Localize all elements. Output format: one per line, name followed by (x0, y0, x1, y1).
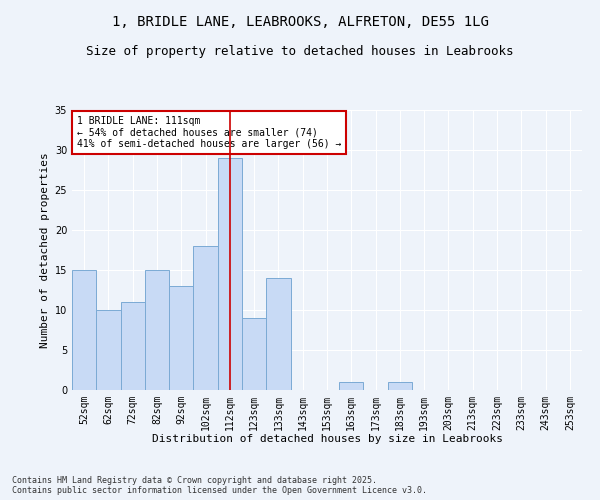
Bar (218, 158, 242, 390)
Text: Size of property relative to detached houses in Leabrooks: Size of property relative to detached ho… (86, 45, 514, 58)
Bar (72, 270, 96, 390)
Bar (121, 302, 145, 390)
X-axis label: Distribution of detached houses by size in Leabrooks: Distribution of detached houses by size … (151, 434, 503, 444)
Text: Contains HM Land Registry data © Crown copyright and database right 2025.
Contai: Contains HM Land Registry data © Crown c… (12, 476, 427, 495)
Bar (96, 310, 121, 390)
Text: 1 BRIDLE LANE: 111sqm
← 54% of detached houses are smaller (74)
41% of semi-deta: 1 BRIDLE LANE: 111sqm ← 54% of detached … (77, 116, 341, 149)
Bar (242, 318, 266, 390)
Bar (266, 278, 290, 390)
Bar (193, 246, 218, 390)
Bar (339, 382, 364, 390)
Bar (145, 270, 169, 390)
Y-axis label: Number of detached properties: Number of detached properties (40, 152, 50, 348)
Bar (169, 286, 193, 390)
Bar (388, 382, 412, 390)
Text: 1, BRIDLE LANE, LEABROOKS, ALFRETON, DE55 1LG: 1, BRIDLE LANE, LEABROOKS, ALFRETON, DE5… (112, 15, 488, 29)
